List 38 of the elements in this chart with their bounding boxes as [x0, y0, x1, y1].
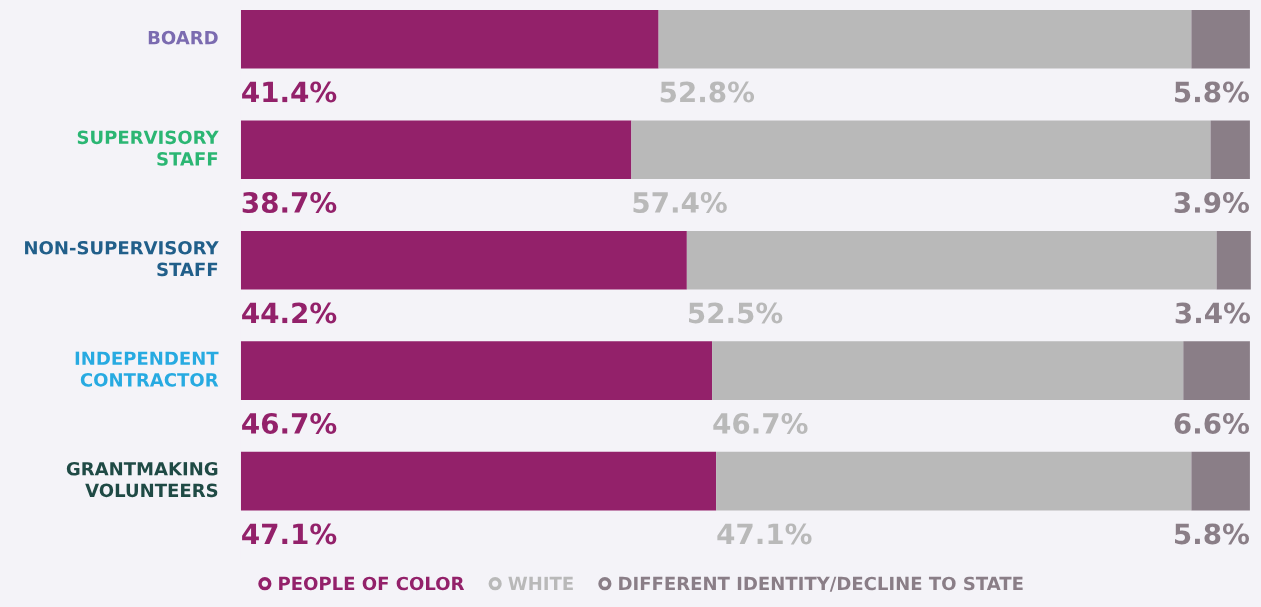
- data-label: 6.6%: [1174, 412, 1250, 434]
- data-label: 44.2%: [242, 302, 337, 324]
- bar: [712, 341, 1184, 400]
- data-label: 52.8%: [660, 81, 755, 103]
- data-label: 47.1%: [242, 523, 337, 545]
- legend-label: DIFFERENT IDENTITY/DECLINE TO STATE: [619, 576, 1023, 592]
- y-tick-label: NON-SUPERVISORY STAFF: [25, 240, 219, 277]
- bar: [658, 9, 1192, 69]
- data-label: 46.7%: [242, 412, 337, 434]
- data-label: 41.4%: [242, 81, 337, 103]
- bar: [240, 120, 632, 179]
- data-label: 5.8%: [1175, 81, 1250, 103]
- bar: [686, 230, 1217, 290]
- data-label: 3.4%: [1175, 302, 1251, 324]
- y-tick-label: BOARD: [148, 30, 218, 45]
- y-tick-label: GRANTMAKING VOLUNTEERS: [66, 461, 218, 498]
- bar: [1216, 230, 1251, 290]
- bar: [1210, 120, 1250, 179]
- bar: [716, 451, 1192, 511]
- bar: [1191, 451, 1250, 511]
- data-label: 3.9%: [1174, 191, 1250, 213]
- data-label: 38.7%: [242, 191, 337, 213]
- bar: [240, 9, 659, 69]
- data-label: 47.1%: [717, 523, 812, 545]
- bar: [1183, 341, 1250, 400]
- bar: [240, 341, 713, 400]
- bar: [240, 451, 717, 511]
- bar: [240, 230, 687, 290]
- y-tick-label: INDEPENDENT CONTRACTOR: [75, 351, 219, 387]
- y-tick-label: SUPERVISORY STAFF: [77, 130, 219, 166]
- bar: [631, 120, 1211, 179]
- data-label: 5.8%: [1175, 523, 1250, 545]
- data-label: 46.7%: [713, 412, 808, 434]
- data-label: 52.5%: [689, 302, 783, 324]
- legend-label: WHITE: [508, 576, 573, 591]
- bar: [1191, 9, 1250, 69]
- data-label: 57.4%: [633, 191, 727, 213]
- legend-label: PEOPLE OF COLOR: [279, 576, 465, 591]
